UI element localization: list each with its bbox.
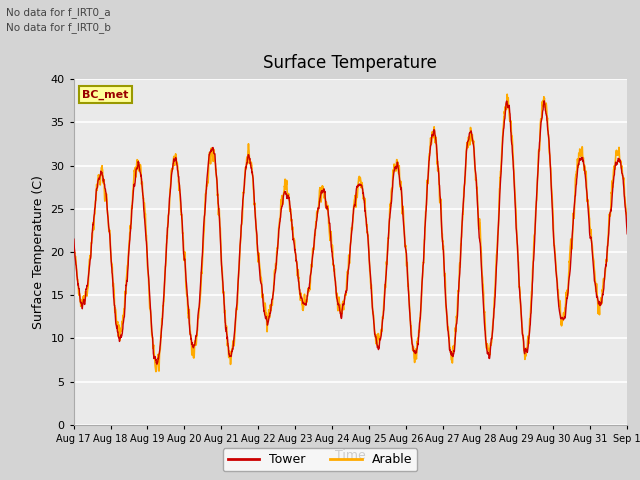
Tower [367, 276, 374, 282]
Tower [225, 343, 232, 348]
Text: No data for f_IRT0_b: No data for f_IRT0_b [6, 22, 111, 33]
Tower [153, 361, 161, 367]
Arable [379, 314, 387, 320]
Text: No data for f_IRT0_a: No data for f_IRT0_a [6, 7, 111, 18]
X-axis label: Time: Time [335, 449, 366, 462]
Arable [590, 264, 598, 270]
Arable [623, 216, 631, 222]
Arable [575, 150, 582, 156]
Tower [540, 98, 548, 104]
Y-axis label: Surface Temperature (C): Surface Temperature (C) [32, 175, 45, 329]
Tower [590, 273, 598, 278]
Arable [70, 240, 77, 245]
Arable [503, 91, 511, 97]
Line: Arable: Arable [74, 94, 627, 372]
Arable [512, 203, 520, 209]
Text: BC_met: BC_met [82, 90, 128, 100]
Tower [511, 206, 519, 212]
Arable [152, 369, 160, 374]
Tower [70, 236, 77, 241]
Tower [575, 162, 582, 168]
Tower [623, 231, 631, 237]
Arable [367, 279, 374, 285]
Arable [225, 344, 232, 350]
Title: Surface Temperature: Surface Temperature [264, 54, 437, 72]
Legend: Tower, Arable: Tower, Arable [223, 448, 417, 471]
Tower [379, 317, 387, 323]
Line: Tower: Tower [74, 101, 627, 364]
